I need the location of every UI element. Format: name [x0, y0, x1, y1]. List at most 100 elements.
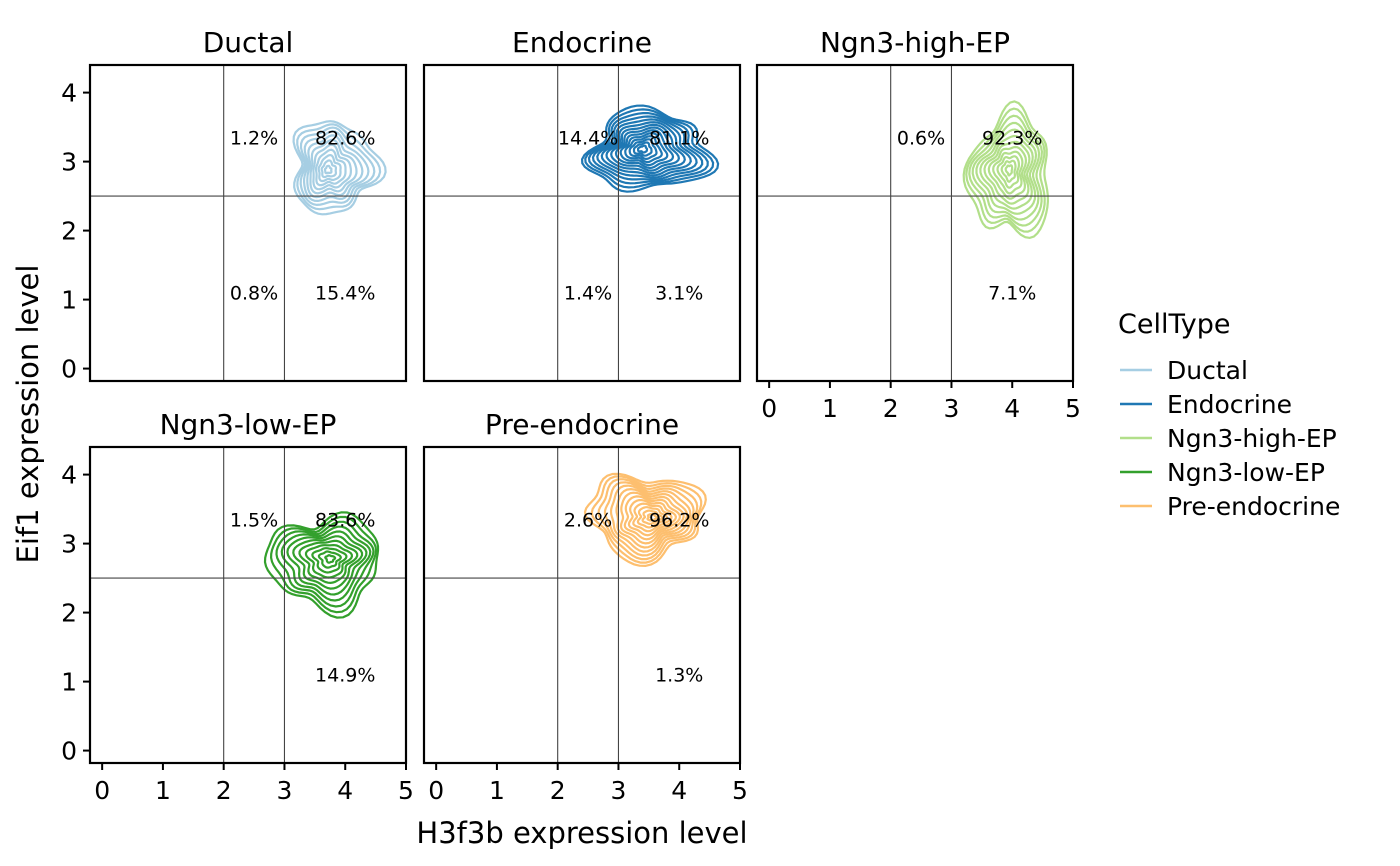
quadrant-label-upper-right: 96.2%	[649, 509, 709, 531]
x-tick-label: 2	[216, 776, 232, 805]
y-tick-label: 2	[61, 217, 77, 246]
y-tick-label: 4	[61, 461, 77, 490]
panel-title: Endocrine	[512, 26, 652, 59]
facet-panel: 1.2% 82.6% 0.8% 15.4% Ductal 0 1 2 3 4	[61, 26, 408, 384]
x-tick-label: 5	[1065, 394, 1081, 423]
contour-line	[603, 481, 695, 557]
contour-line	[987, 145, 1028, 200]
contour-line	[306, 134, 364, 199]
contour-line	[637, 144, 649, 154]
contour-line	[323, 164, 333, 175]
density-contours	[583, 472, 707, 568]
contour-line	[646, 513, 659, 522]
contour-line	[962, 100, 1050, 240]
contour-line	[597, 478, 699, 561]
facet-panel: 0.6% 92.3% 7.1% Ngn3-high-EP 0 1 2 3 4 5	[755, 26, 1081, 423]
legend-label: Pre-endocrine	[1167, 492, 1340, 521]
contour-line	[296, 123, 382, 211]
x-tick-label: 2	[550, 776, 566, 805]
y-tick-label: 2	[61, 599, 77, 628]
contour-line	[314, 148, 347, 187]
contour-line	[600, 121, 692, 177]
legend-label: Ngn3-high-EP	[1167, 424, 1337, 453]
contour-line	[623, 495, 682, 541]
contour-line	[320, 159, 337, 179]
x-tick-label: 3	[611, 776, 627, 805]
y-tick-label: 1	[61, 286, 77, 315]
contour-line	[583, 472, 707, 568]
quadrant-label-lower-left: 1.4%	[564, 283, 612, 305]
contour-line	[280, 525, 372, 602]
density-contours	[580, 104, 720, 193]
y-axis-label: Eif1 expression level	[11, 265, 45, 564]
legend-label: Ngn3-low-EP	[1167, 458, 1325, 487]
contour-line	[275, 520, 375, 608]
contour-line	[619, 131, 669, 167]
quadrant-label-lower-right: 15.4%	[315, 283, 375, 305]
contour-line	[587, 112, 709, 185]
contour-line	[292, 535, 364, 590]
quadrant-label-lower-right: 14.9%	[315, 665, 375, 687]
panel-border	[88, 63, 408, 383]
contour-line	[263, 511, 380, 619]
x-tick-label: 2	[883, 394, 899, 423]
quadrant-label-lower-right: 7.1%	[988, 283, 1036, 305]
contour-line	[590, 475, 703, 564]
panel-border	[88, 445, 408, 765]
x-tick-label: 5	[398, 776, 414, 805]
quadrant-label-upper-right: 83.6%	[315, 509, 375, 531]
contour-line	[584, 108, 715, 189]
x-tick-label: 4	[671, 776, 687, 805]
contour-line	[979, 134, 1034, 210]
contour-line	[627, 499, 678, 537]
panel-title: Ngn3-high-EP	[820, 26, 1010, 59]
contour-line	[996, 155, 1020, 189]
density-contours	[962, 100, 1050, 240]
contour-line	[975, 128, 1038, 215]
quadrant-label-lower-left: 0.8%	[230, 283, 278, 305]
y-tick-label: 3	[61, 148, 77, 177]
panel-border	[422, 445, 742, 765]
legend-entries: Ductal Endocrine Ngn3-high-EP Ngn3-low-EP Pr…	[1120, 356, 1340, 521]
contour-line	[614, 129, 675, 170]
x-tick-label: 0	[761, 394, 777, 423]
legend-entry: Ductal	[1120, 356, 1248, 385]
contour-line	[605, 123, 686, 175]
x-tick-label: 5	[732, 776, 748, 805]
panel-border	[755, 63, 1075, 383]
contour-line	[609, 484, 692, 553]
x-tick-label: 0	[94, 776, 110, 805]
contour-line	[580, 104, 720, 193]
contour-line	[619, 491, 685, 545]
contour-line	[628, 138, 658, 161]
contour-line	[641, 509, 664, 526]
quadrant-label-upper-left: 2.6%	[564, 509, 612, 531]
contour-line	[968, 114, 1044, 227]
x-tick-label: 0	[428, 776, 444, 805]
contour-line	[312, 143, 353, 191]
quadrant-label-upper-left: 0.6%	[897, 127, 945, 149]
panel-title: Pre-endocrine	[485, 408, 679, 441]
quadrant-label-upper-right: 82.6%	[315, 127, 375, 149]
contour-line	[624, 135, 663, 164]
legend-label: Ductal	[1167, 356, 1248, 385]
contour-line	[610, 126, 681, 172]
legend-entry: Ngn3-low-EP	[1120, 458, 1325, 487]
legend: CellType Ductal Endocrine Ngn3-high-EP Ngn3…	[1118, 309, 1340, 521]
contour-line	[965, 107, 1046, 233]
contour-line	[304, 543, 354, 579]
quadrant-label-upper-right: 92.3%	[982, 127, 1042, 149]
contour-line	[591, 115, 704, 181]
y-tick-label: 4	[61, 79, 77, 108]
contour-line	[324, 554, 337, 564]
density-contours	[292, 120, 387, 216]
x-tick-label: 1	[822, 394, 838, 423]
y-tick-label: 0	[61, 737, 77, 766]
quadrant-label-upper-left: 1.2%	[230, 127, 278, 149]
y-tick-label: 1	[61, 668, 77, 697]
contour-line	[317, 550, 342, 569]
contour-line	[269, 515, 378, 614]
facet-panel: 1.5% 83.6% 14.9% Ngn3-low-EP 0 1 2 3 4 0 1 2 3 4 5	[61, 408, 414, 805]
contour-line	[299, 126, 376, 207]
